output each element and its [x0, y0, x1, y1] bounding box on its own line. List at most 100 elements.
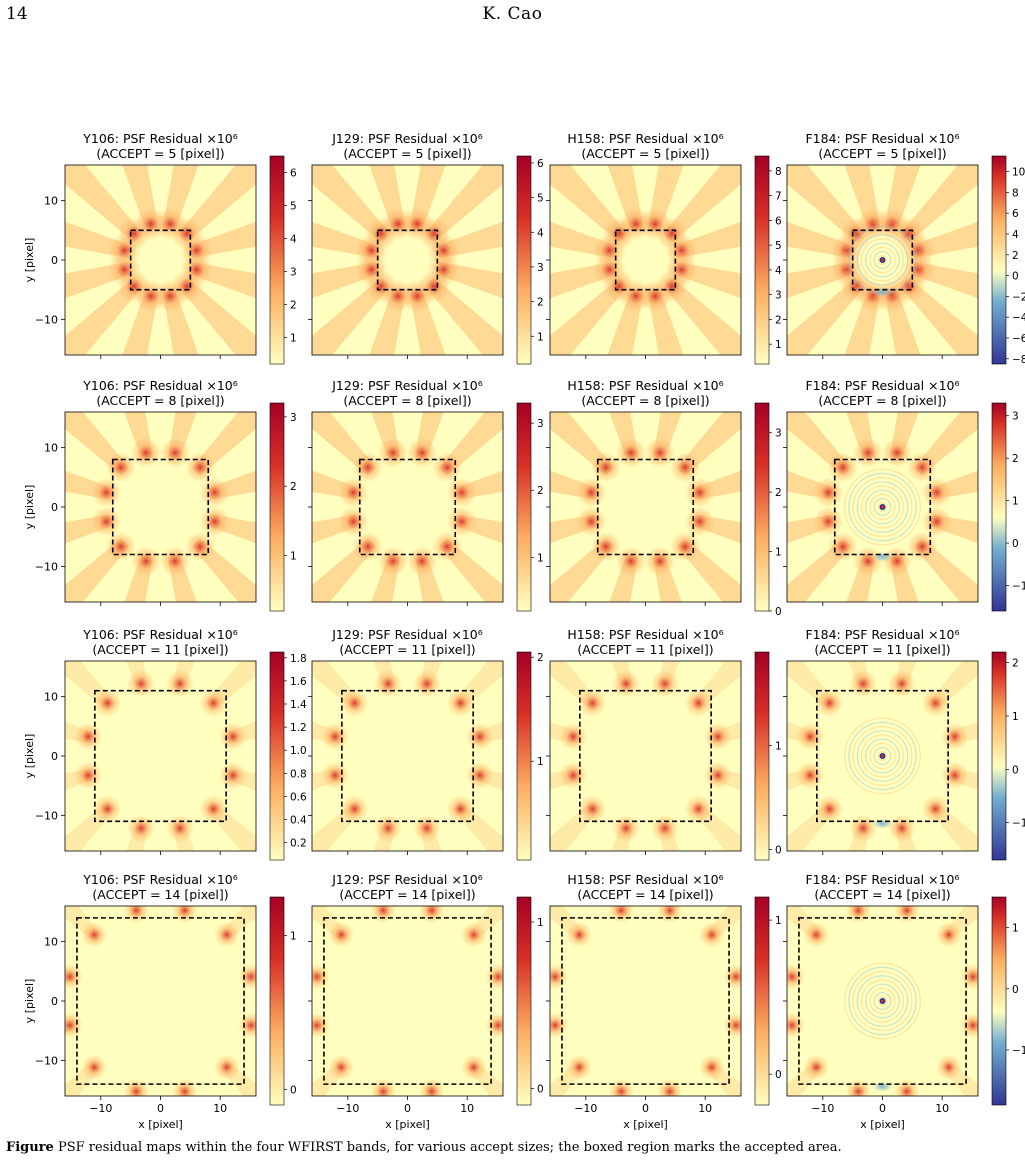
residual-lobe: [615, 437, 647, 468]
x-tick-label: 10: [698, 1102, 712, 1115]
residual-lobe: [699, 1054, 725, 1081]
residual-lobe: [845, 1078, 871, 1096]
residual-lobe: [936, 921, 962, 948]
residual-lobe: [796, 722, 825, 751]
colorbar-tick-label: 4: [537, 227, 544, 239]
colorbar-tick-label: 1: [1012, 496, 1019, 508]
residual-lobe: [723, 1012, 741, 1038]
y-axis-label: y [pixel]: [23, 979, 36, 1024]
residual-lobe: [159, 437, 191, 468]
residual-lobe: [199, 795, 228, 823]
panel-h158-accept-5: H158: PSF Residual ×10⁶(ACCEPT = 5 [pixe…: [546, 131, 782, 365]
residual-lobe: [127, 669, 156, 698]
y-tick-label: −10: [35, 313, 58, 326]
panel-title: F184: PSF Residual ×10⁶: [805, 131, 959, 146]
colorbar-tick-label: 8: [775, 166, 782, 178]
x-tick-label: −10: [336, 1102, 359, 1115]
panel-y106-accept-8: Y106: PSF Residual ×10⁶(ACCEPT = 8 [pixe…: [23, 378, 297, 612]
residual-lobe: [940, 761, 969, 790]
ringing-ring: [869, 246, 896, 274]
panel-j129-accept-8: J129: PSF Residual ×10⁶(ACCEPT = 8 [pixe…: [308, 378, 544, 612]
panel-subtitle: (ACCEPT = 14 [pixel]): [339, 887, 475, 902]
residual-lobe: [340, 689, 369, 717]
caption-text: PSF residual maps within the four WFIRST…: [57, 1140, 842, 1155]
colorbar-tick-label: 2: [1012, 453, 1019, 465]
colorbar: [269, 402, 285, 612]
residual-lobe: [576, 477, 607, 508]
panel-j129-accept-14: J129: PSF Residual ×10⁶(ACCEPT = 14 [pix…: [308, 872, 544, 1131]
residual-lobe: [432, 531, 463, 562]
colorbar-tick-label: 4: [1012, 229, 1019, 241]
residual-lobe: [461, 921, 487, 948]
residual-lobe: [65, 964, 83, 990]
residual-lobe: [644, 546, 676, 577]
ringing-ring: [860, 979, 905, 1023]
colorbar-tick-label: 2: [775, 487, 782, 499]
panel-h158-accept-11: H158: PSF Residual ×10⁶(ACCEPT = 11 [pix…: [546, 627, 782, 861]
residual-lobe: [485, 1012, 503, 1038]
residual-lobe: [684, 795, 713, 823]
residual-lobe: [461, 1054, 487, 1081]
colorbar-tick-label: 6: [537, 158, 544, 170]
core-residual-peak: [881, 754, 884, 758]
colorbar: [516, 155, 532, 365]
x-tick-label: 10: [935, 1102, 949, 1115]
accept-box: [614, 229, 677, 291]
heatmap-structure: [787, 661, 978, 851]
residual-lobe: [180, 234, 213, 267]
residual-lobe: [218, 761, 247, 790]
residual-lobe: [590, 452, 621, 483]
panel-title: Y106: PSF Residual ×10⁶: [82, 872, 237, 887]
heatmap-background: [312, 165, 503, 355]
residual-lobe: [105, 531, 136, 562]
panel-title: F184: PSF Residual ×10⁶: [805, 627, 959, 642]
colorbar-tick-label: 3: [1012, 411, 1019, 423]
panel-title: J129: PSF Residual ×10⁶: [331, 131, 483, 146]
ringing-ring: [877, 502, 888, 512]
residual-lobe: [412, 814, 441, 843]
colorbar-tick-label: 0: [537, 1083, 544, 1095]
panel-title: J129: PSF Residual ×10⁶: [331, 378, 483, 393]
residual-lobe: [894, 1078, 920, 1096]
negative-residual: [872, 1081, 893, 1092]
heatmap-structure: [787, 906, 978, 1096]
colorbar-tick-label: 2: [1012, 250, 1019, 262]
y-tick-label: 0: [51, 501, 58, 514]
panel-subtitle: (ACCEPT = 11 [pixel]): [814, 642, 950, 657]
residual-lobe: [321, 722, 350, 751]
residual-lobe: [238, 964, 256, 990]
residual-lobe: [427, 234, 460, 267]
accept-box: [341, 689, 474, 823]
ringing-ring: [877, 255, 888, 265]
ringing-ring: [860, 734, 905, 778]
y-tick-label: 0: [51, 995, 58, 1008]
residual-lobe: [159, 546, 191, 577]
y-tick-label: 10: [44, 195, 58, 208]
colorbar: [754, 155, 770, 365]
colorbar-tick-label: 1: [537, 331, 544, 343]
residual-lobe: [608, 1078, 634, 1096]
panel-h158-accept-8: H158: PSF Residual ×10⁶(ACCEPT = 8 [pixe…: [546, 378, 782, 618]
residual-lobe: [936, 1054, 962, 1081]
panel-title: F184: PSF Residual ×10⁶: [805, 872, 959, 887]
colorbar-tick-label: 6: [290, 168, 297, 180]
residual-lobe: [130, 437, 162, 468]
colorbar: [269, 896, 285, 1106]
residual-lobe: [406, 546, 438, 577]
residual-lobe: [214, 921, 240, 948]
ringing-ring: [860, 238, 905, 282]
panel-f184-accept-5: F184: PSF Residual ×10⁶(ACCEPT = 5 [pixe…: [783, 131, 1025, 366]
y-tick-label: −10: [35, 809, 58, 822]
residual-lobe: [374, 669, 403, 698]
colorbar-tick-label: 5: [537, 193, 544, 205]
residual-lobe: [123, 1078, 149, 1096]
residual-lobe: [105, 452, 136, 483]
y-tick-label: −10: [35, 560, 58, 573]
page-number: 14: [6, 4, 28, 24]
y-tick-label: 10: [44, 936, 58, 949]
y-axis-label: y [pixel]: [23, 734, 36, 779]
panel-title: H158: PSF Residual ×10⁶: [567, 627, 723, 642]
residual-lobe: [74, 761, 103, 790]
negative-residual: [872, 286, 893, 297]
heatmap-structure: [787, 412, 978, 602]
